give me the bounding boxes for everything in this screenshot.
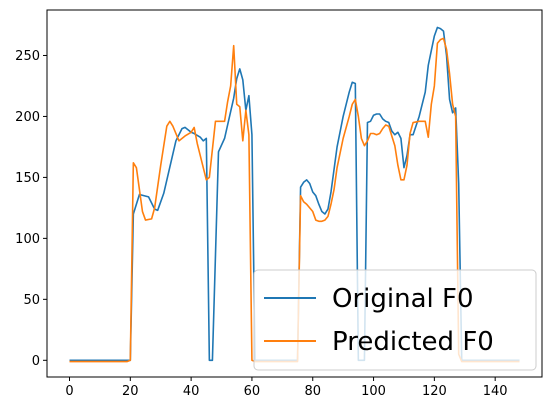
- x-tick-label: 0: [65, 384, 73, 399]
- legend-box: [253, 269, 537, 371]
- series-line-2: [69, 37, 520, 363]
- y-tick-label: 100: [15, 232, 40, 247]
- series-line-1: [69, 26, 520, 362]
- x-axis: 0 20 40 60 80 100 120 140: [65, 377, 508, 399]
- y-axis: 0 50 100 150 200 250: [15, 49, 47, 369]
- y-tick-label: 0: [32, 354, 40, 369]
- x-tick-label: 80: [304, 384, 321, 399]
- y-tick-label: 50: [23, 293, 40, 308]
- legend: Original F0 Predicted F0: [253, 269, 537, 371]
- y-tick-label: 150: [15, 171, 40, 186]
- x-tick-label: 140: [483, 384, 508, 399]
- legend-label: Predicted F0: [332, 327, 494, 357]
- x-tick-label: 120: [422, 384, 447, 399]
- legend-label: Original F0: [332, 284, 474, 314]
- y-tick-label: 250: [15, 49, 40, 64]
- x-tick-label: 60: [244, 384, 261, 399]
- x-tick-label: 20: [122, 384, 139, 399]
- axes-frame: [46, 9, 543, 378]
- plot-lines: [69, 26, 520, 363]
- y-tick-label: 200: [15, 110, 40, 125]
- x-tick-label: 100: [361, 384, 386, 399]
- x-tick-label: 40: [183, 384, 200, 399]
